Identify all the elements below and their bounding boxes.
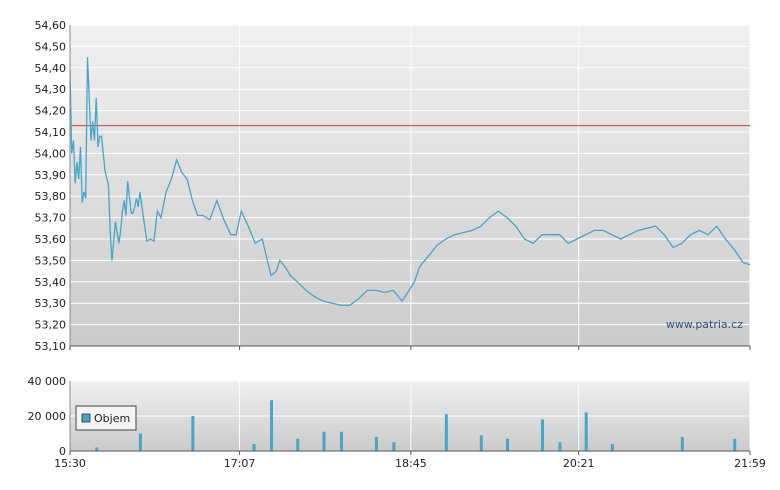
price-tick-label: 53,60 xyxy=(35,233,67,246)
volume-panel: 40 000 20 000 0 Objem xyxy=(28,375,751,458)
price-tick-label: 53,70 xyxy=(35,212,67,225)
volume-tick-label: 20 000 xyxy=(28,410,67,423)
volume-bar xyxy=(270,400,274,451)
time-tick-label: 18:45 xyxy=(395,457,427,470)
volume-bar xyxy=(95,447,99,451)
volume-bar xyxy=(296,438,300,451)
price-tick-label: 54,00 xyxy=(35,147,67,160)
price-tick-label: 54,20 xyxy=(35,105,67,118)
volume-bar xyxy=(322,431,326,451)
time-axis: 15:30 17:07 18:45 20:21 21:59 xyxy=(54,451,766,470)
legend-swatch xyxy=(81,413,91,423)
price-tick-label: 53,40 xyxy=(35,276,67,289)
price-tick-label: 53,50 xyxy=(35,254,67,267)
volume-bar xyxy=(138,433,142,451)
price-tick-label: 53,80 xyxy=(35,190,67,203)
price-tick-label: 54,40 xyxy=(35,62,67,75)
volume-bar xyxy=(506,438,510,451)
volume-bar xyxy=(680,437,684,451)
volume-bar xyxy=(540,419,544,451)
volume-bar xyxy=(392,442,396,451)
volume-bar xyxy=(558,442,562,451)
price-tick-label: 53,10 xyxy=(35,340,67,353)
time-tick-label: 20:21 xyxy=(563,457,595,470)
price-panel: 54,60 54,50 54,40 54,30 54,20 54,10 54,00 53,90… xyxy=(35,19,751,353)
watermark: www.patria.cz xyxy=(666,318,743,331)
price-line xyxy=(69,57,751,306)
volume-legend: Objem xyxy=(75,405,137,431)
volume-tick-label: 0 xyxy=(59,445,66,458)
volume-bar xyxy=(374,437,378,451)
time-tick-label: 15:30 xyxy=(54,457,86,470)
volume-bar xyxy=(252,444,256,451)
price-tick-label: 54,50 xyxy=(35,40,67,53)
volume-bar xyxy=(479,435,483,451)
price-tick-label: 53,90 xyxy=(35,169,67,182)
legend-label: Objem xyxy=(94,412,130,425)
time-tick-label: 21:59 xyxy=(734,457,766,470)
price-tick-label: 53,20 xyxy=(35,319,67,332)
volume-bar xyxy=(444,414,448,451)
volume-bar xyxy=(610,444,614,451)
volume-bar xyxy=(733,438,737,451)
price-tick-label: 54,60 xyxy=(35,19,67,32)
volume-tick-label: 40 000 xyxy=(28,375,67,388)
price-plot-background xyxy=(70,25,750,346)
volume-bar xyxy=(191,416,195,451)
time-tick-label: 17:07 xyxy=(224,457,256,470)
volume-bar xyxy=(339,431,343,451)
price-tick-label: 53,30 xyxy=(35,297,67,310)
price-tick-label: 54,10 xyxy=(35,126,67,139)
volume-bar xyxy=(584,412,588,451)
price-tick-label: 54,30 xyxy=(35,83,67,96)
